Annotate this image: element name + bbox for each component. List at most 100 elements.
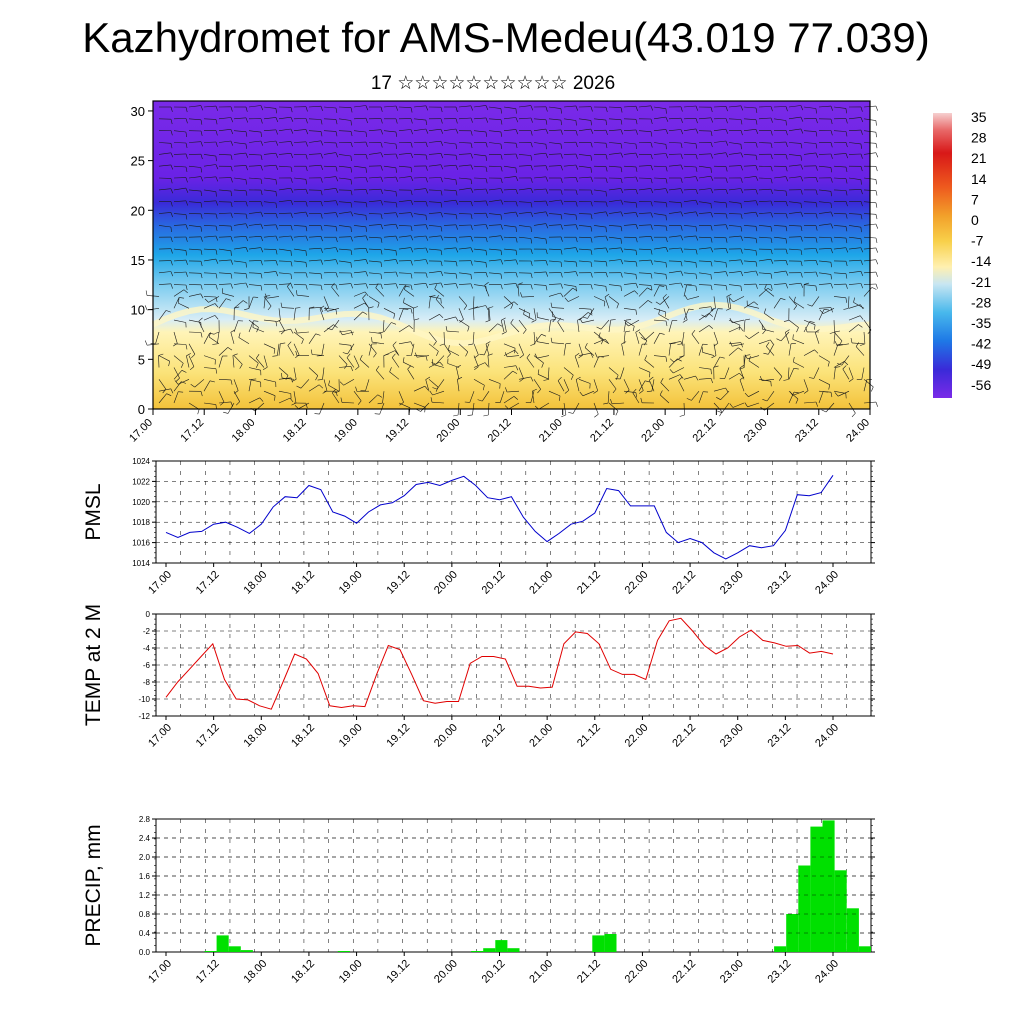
- wind-barb-flag: [710, 261, 713, 267]
- wind-barb: [353, 311, 363, 321]
- wind-barb: [203, 296, 217, 298]
- wind-barb-flag: [389, 367, 392, 373]
- wind-barb: [803, 379, 809, 391]
- wind-barb: [698, 378, 712, 380]
- wind-barb: [218, 154, 232, 156]
- wind-barb-flag: [770, 106, 773, 112]
- wind-barb: [435, 299, 445, 309]
- wind-barb-flag: [658, 309, 661, 315]
- wind-barb-flag: [170, 237, 173, 242]
- wind-barb: [323, 212, 337, 214]
- wind-barb: [773, 236, 786, 239]
- colorbar-label: 21: [971, 150, 987, 166]
- wind-barb: [818, 223, 831, 226]
- wind-barb-flag: [523, 309, 525, 315]
- wind-barb-flag: [373, 353, 377, 358]
- wind-barb-flag: [845, 201, 848, 207]
- wind-barb: [278, 328, 291, 333]
- x-tick-label: 19.00: [337, 569, 365, 597]
- wind-barb: [698, 165, 711, 169]
- wind-barb: [173, 248, 186, 251]
- wind-barb: [403, 302, 415, 309]
- wind-barb: [803, 284, 816, 287]
- wind-barb-flag: [467, 414, 473, 416]
- wind-barb-flag: [215, 176, 219, 182]
- wind-barb: [218, 140, 231, 143]
- wind-barb: [698, 367, 711, 370]
- wind-barb-flag: [710, 306, 714, 312]
- wind-barb-flag: [470, 213, 473, 219]
- wind-barb-flag: [545, 106, 548, 112]
- wind-barb-flag: [395, 224, 398, 230]
- wind-barb-flag: [410, 308, 413, 314]
- wind-barb-flag: [684, 295, 688, 300]
- wind-barb-flag: [647, 300, 653, 304]
- wind-barb: [833, 331, 836, 344]
- wind-barb-flag: [745, 335, 750, 340]
- wind-barb-flag: [275, 260, 278, 266]
- wind-barb: [713, 140, 726, 143]
- wind-barb: [608, 165, 622, 168]
- x-tick-label: 19.12: [384, 569, 412, 597]
- x-tick-label: 22.00: [623, 722, 651, 750]
- wind-barb-flag: [245, 201, 248, 207]
- wind-barb-flag: [424, 407, 426, 413]
- wind-barb-flag: [260, 223, 264, 229]
- wind-barb-flag: [383, 353, 389, 356]
- wind-barb: [398, 176, 411, 179]
- wind-barb: [803, 260, 817, 262]
- wind-barb-flag: [335, 131, 338, 137]
- wind-barb-flag: [845, 261, 848, 267]
- wind-barb-flag: [380, 142, 383, 148]
- wind-barb: [713, 296, 716, 309]
- wind-barb-flag: [424, 386, 429, 391]
- wind-barb: [803, 248, 817, 250]
- wind-barb-flag: [780, 298, 786, 301]
- y-tick-label: 5: [138, 352, 145, 367]
- x-tick-label: 17.00: [127, 417, 155, 445]
- wind-barb-flag: [860, 189, 863, 195]
- wind-barb-flag: [170, 130, 173, 136]
- wind-barb-flag: [830, 237, 833, 243]
- wind-barb: [233, 130, 247, 132]
- wind-barb: [338, 355, 348, 365]
- wind-barb-flag: [350, 366, 353, 372]
- wind-barb: [293, 367, 297, 380]
- wind-barb-flag: [776, 338, 782, 342]
- wind-barb-flag: [410, 341, 414, 347]
- wind-barb-flag: [410, 273, 413, 279]
- wind-barb: [383, 142, 396, 145]
- wind-barb-flag: [753, 301, 758, 306]
- wind-barb-flag: [785, 249, 788, 255]
- wind-barb: [793, 361, 805, 368]
- wind-barb: [532, 391, 535, 404]
- wind-barb: [653, 116, 666, 120]
- wind-barb-flag: [710, 225, 713, 231]
- wind-barb: [173, 259, 187, 262]
- wind-barb-flag: [545, 165, 548, 171]
- wind-barb: [623, 272, 636, 275]
- wind-barb-flag: [515, 201, 518, 207]
- wind-barb: [458, 164, 471, 167]
- wind-barb: [803, 321, 811, 333]
- wind-barb: [443, 260, 457, 262]
- wind-barb-flag: [634, 290, 639, 295]
- wind-barb-flag: [545, 249, 548, 255]
- wind-barb: [158, 379, 167, 390]
- wind-barb-flag: [485, 178, 488, 184]
- wind-barb-flag: [835, 366, 841, 368]
- wind-barb-flag: [455, 106, 458, 112]
- wind-barb: [194, 379, 205, 388]
- wind-barb-flag: [545, 176, 549, 182]
- x-tick-label: 19.00: [337, 722, 365, 750]
- wind-barb: [653, 201, 667, 203]
- wind-barb: [593, 284, 606, 287]
- y-axis-label: TEMP at 2 M: [82, 604, 105, 726]
- wind-barb: [487, 355, 490, 368]
- wind-barb-flag: [785, 166, 788, 172]
- wind-barb-flag: [380, 200, 383, 206]
- wind-barb-flag: [395, 105, 398, 111]
- wind-barb-flag: [346, 353, 351, 358]
- wind-barb: [323, 247, 336, 250]
- wind-barb-flag: [650, 165, 653, 171]
